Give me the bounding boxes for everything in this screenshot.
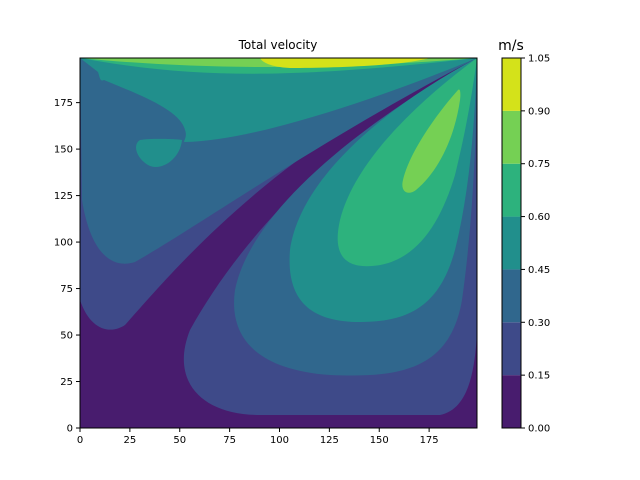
colorbar-tick-label: 0.00	[528, 424, 550, 435]
colorbar-segment	[502, 269, 521, 323]
colorbar-tick-label: 1.05	[528, 54, 550, 65]
plot-area	[80, 58, 477, 428]
x-tick-label: 25	[124, 435, 137, 446]
x-tick-label: 100	[270, 435, 289, 446]
colorbar-tick-label: 0.45	[528, 265, 550, 276]
x-tick-label: 150	[370, 435, 389, 446]
axes-frame	[79, 57, 478, 429]
colorbar-tick-label: 0.30	[528, 318, 550, 329]
x-tick-label: 125	[320, 435, 339, 446]
x-tick-label: 75	[223, 435, 236, 446]
contour-band-3-eddy	[136, 138, 182, 168]
x-axis: 0 25 50 75 100 125 150 175	[77, 428, 439, 446]
y-tick-label: 175	[54, 98, 73, 109]
colorbar-segment	[502, 58, 521, 111]
x-tick-label: 50	[173, 435, 186, 446]
y-axis: 0 25 50 75 100 125 150 175	[54, 98, 80, 435]
colorbar-segment	[502, 163, 521, 217]
y-tick-label: 25	[60, 377, 73, 388]
contour-band-6	[260, 58, 430, 68]
colorbar-tick-label: 0.90	[528, 106, 550, 117]
colorbar-label: m/s	[498, 38, 524, 54]
x-tick-label: 175	[420, 435, 439, 446]
y-tick-label: 0	[67, 424, 73, 435]
colorbar-tick-label: 0.15	[528, 371, 550, 382]
colorbar-segment	[502, 322, 521, 376]
colorbar-frame	[501, 57, 522, 429]
y-tick-label: 50	[60, 331, 73, 342]
colorbar-segment	[502, 110, 521, 164]
colorbar-segment	[502, 375, 521, 428]
y-tick-label: 75	[60, 284, 73, 295]
colorbar-tick-label: 0.75	[528, 159, 550, 170]
y-tick-label: 150	[54, 145, 73, 156]
contour-band-4	[80, 58, 477, 267]
chart-title: Total velocity	[238, 38, 318, 52]
y-tick-label: 100	[54, 238, 73, 249]
colorbar	[502, 58, 521, 428]
x-tick-label: 0	[77, 435, 83, 446]
y-tick-label: 125	[54, 191, 73, 202]
colorbar-axis: 0.00 0.15 0.30 0.45 0.60 0.75 0.90 1.05	[521, 54, 550, 435]
colorbar-tick-label: 0.60	[528, 212, 550, 223]
colorbar-segment	[502, 216, 521, 270]
